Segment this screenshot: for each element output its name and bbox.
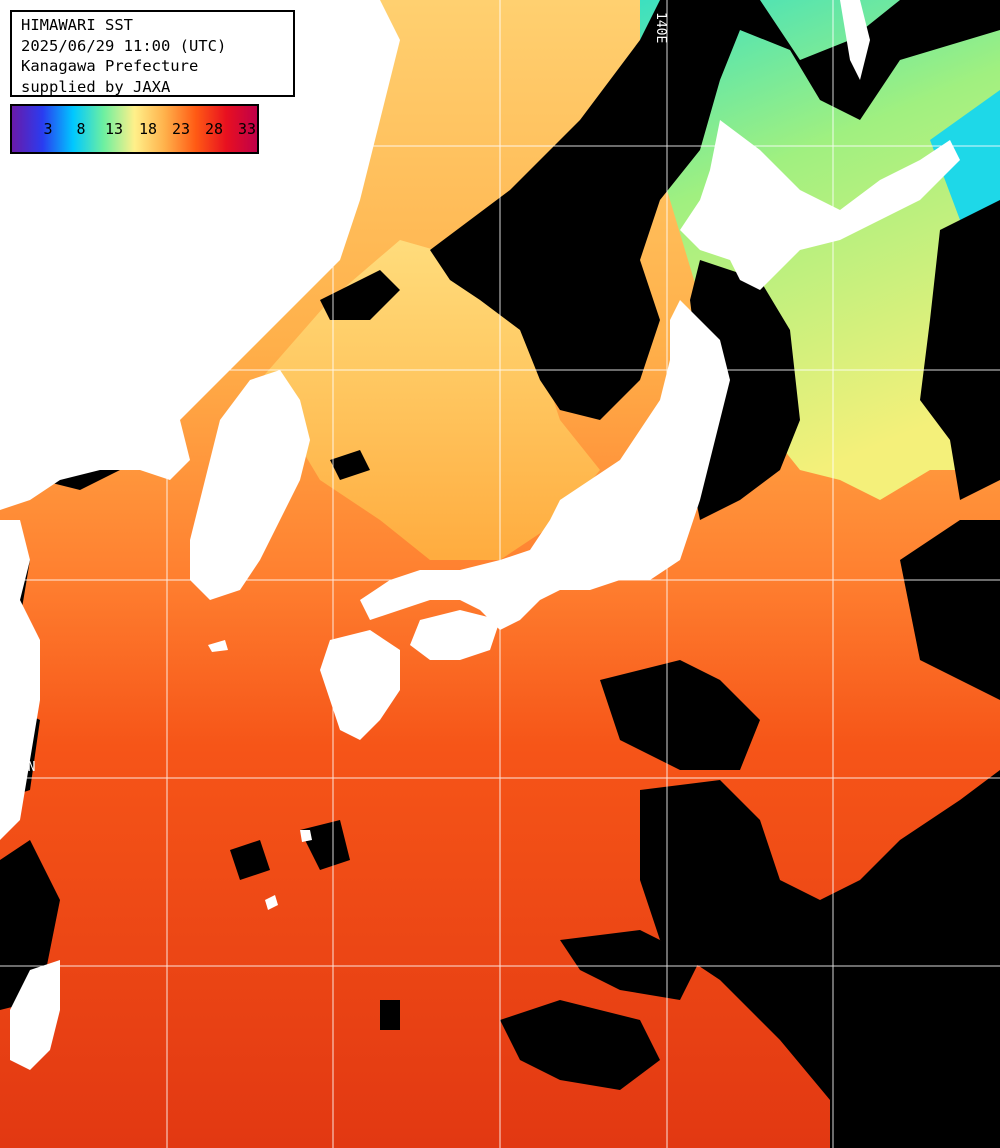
title-line-region: Kanagawa Prefecture [21,57,199,75]
title-line-datetime: 2025/06/29 11:00 (UTC) [21,36,227,55]
legend-tick-3: 3 [43,120,53,138]
color-scale-legend: 3 8 13 18 23 28 33 [10,104,259,154]
hokkaido [680,120,960,290]
title-box: HIMAWARI SST 2025/06/29 11:00 (UTC) Kana… [10,10,295,97]
grid-label-140e: 140E [653,12,668,44]
title-line-source: supplied by JAXA [21,77,171,96]
legend-tick-13: 13 [104,120,124,138]
mainland-south [0,520,40,840]
sakhalin [840,0,870,80]
grid-label-40n: 40N [12,352,36,367]
legend-tick-33: 33 [237,120,257,138]
legend-tick-28: 28 [204,120,224,138]
shikoku [410,610,500,660]
legend-tick-18: 18 [138,120,158,138]
grid-label-30n: 30N [12,760,36,775]
honshu [360,300,730,630]
taiwan [10,960,60,1070]
legend-tick-23: 23 [171,120,191,138]
korea [190,370,310,600]
title-line-product: HIMAWARI SST [21,16,133,34]
legend-tick-8: 8 [76,120,86,138]
kyushu [320,630,400,740]
